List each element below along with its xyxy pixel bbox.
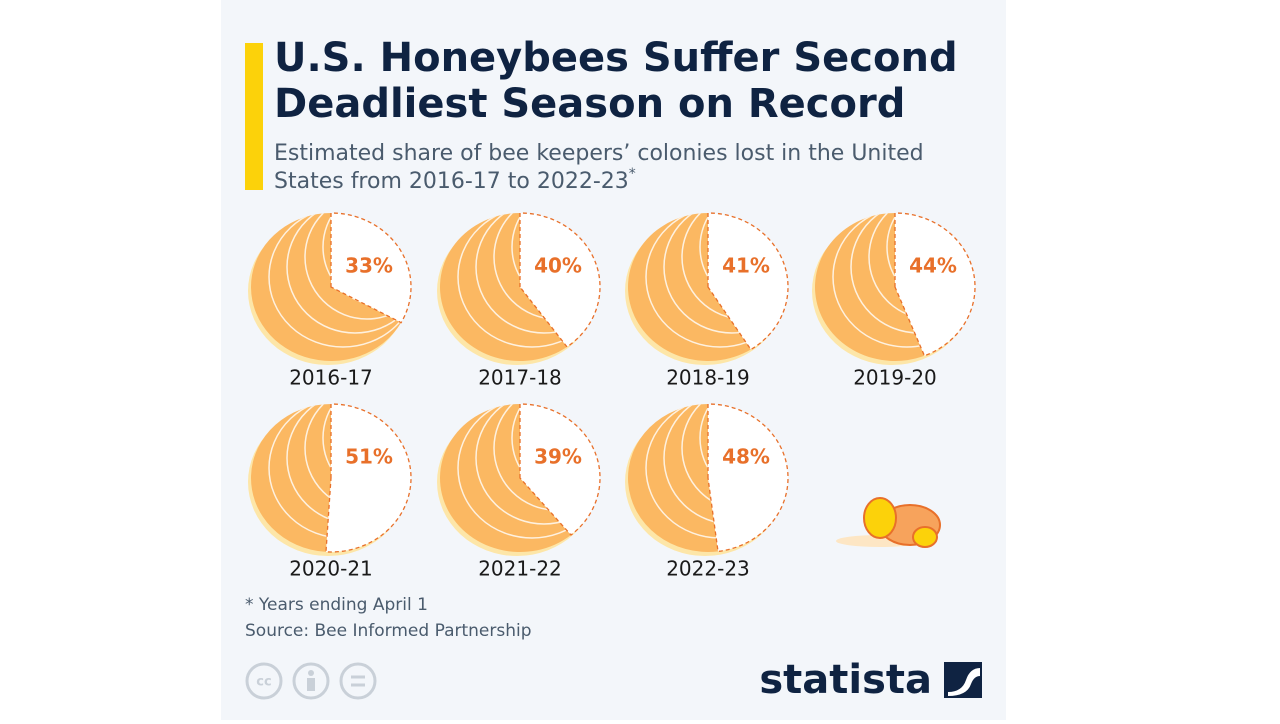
- category-label: 2019-20: [853, 366, 937, 390]
- pie: 33% 2016-17: [248, 212, 412, 390]
- category-label: 2017-18: [478, 366, 562, 390]
- stripe: [645, 404, 719, 539]
- category-label: 2022-23: [666, 557, 750, 581]
- pie: 48% 2022-23: [625, 403, 789, 581]
- value-label: 44%: [909, 254, 957, 278]
- stripe: [268, 213, 402, 348]
- cc-icon: [245, 662, 283, 700]
- loss-slice: [330, 212, 412, 324]
- by-icon: [292, 662, 330, 700]
- category-label: 2018-19: [666, 366, 750, 390]
- chart-title: U.S. Honeybees Suffer Second Deadliest S…: [274, 35, 972, 127]
- title-line: U.S. Honeybees Suffer Second: [274, 35, 958, 81]
- logo-wave: [948, 668, 980, 696]
- remaining-slice: [815, 213, 925, 361]
- stripe: [511, 213, 568, 306]
- nd-icon: [339, 662, 377, 700]
- pie: 39% 2021-22: [437, 403, 601, 581]
- footnote: * Years ending April 1: [245, 595, 428, 615]
- stripe: [268, 404, 331, 539]
- subtitle-line: States from 2016-17 to 2022-23: [274, 169, 629, 194]
- accent-bar: [245, 43, 263, 190]
- category-label: 2020-21: [289, 557, 373, 581]
- stripe: [699, 213, 751, 306]
- pie: 40% 2017-18: [437, 212, 601, 390]
- loss-slice: [519, 212, 601, 348]
- loss-slice: [707, 403, 789, 553]
- stripe: [475, 213, 568, 334]
- stripe: [681, 404, 719, 511]
- pie: 41% 2018-19: [625, 212, 789, 390]
- stripes: [268, 404, 331, 539]
- value-label: 33%: [345, 254, 393, 278]
- subtitle-line: Estimated share of bee keepers’ colonies…: [274, 141, 924, 166]
- remaining-slice: [440, 404, 571, 552]
- by-body: [307, 678, 315, 691]
- stripe: [286, 213, 402, 334]
- loss-slice: [519, 403, 601, 536]
- stripe: [886, 213, 925, 306]
- remaining-slice: [627, 404, 719, 553]
- loss-slice: [707, 212, 789, 351]
- remaining-slice: [440, 213, 568, 361]
- license-icons: cc: [245, 662, 377, 700]
- cc-glyph: cc: [256, 675, 271, 690]
- bee-illustration: [836, 497, 941, 548]
- bee-wing: [863, 497, 897, 539]
- loss-slice: [325, 403, 412, 553]
- pie: 44% 2019-20: [812, 212, 976, 390]
- stripe: [663, 404, 719, 525]
- value-label: 40%: [534, 254, 582, 278]
- brand: statista: [759, 657, 932, 703]
- brand-logo: [944, 662, 982, 698]
- stripe: [475, 404, 571, 525]
- value-label: 51%: [345, 445, 393, 469]
- bee-wing: [912, 526, 938, 548]
- stripe: [645, 213, 751, 348]
- title-line: Deadliest Season on Record: [274, 81, 905, 127]
- stripe: [832, 213, 925, 348]
- chart-subtitle: Estimated share of bee keepers’ colonies…: [274, 141, 931, 194]
- stripe: [699, 404, 719, 497]
- value-label: 39%: [534, 445, 582, 469]
- value-label: 48%: [722, 445, 770, 469]
- stripe: [457, 404, 571, 539]
- loss-slice: [894, 212, 976, 357]
- category-label: 2021-22: [478, 557, 562, 581]
- value-label: 41%: [722, 254, 770, 278]
- source: Source: Bee Informed Partnership: [245, 621, 532, 641]
- remaining-slice: [250, 404, 331, 552]
- stripe: [663, 213, 751, 334]
- pie: 51% 2020-21: [248, 403, 412, 581]
- subtitle-note: *: [629, 166, 636, 182]
- category-label: 2016-17: [289, 366, 373, 390]
- pie-grid: 33% 2016-17 40% 2017-18 41% 2018-19 44% 2019-20…: [248, 212, 976, 581]
- stripe: [304, 213, 402, 320]
- stripe: [286, 404, 331, 525]
- stripe: [457, 213, 568, 348]
- stripe: [322, 404, 331, 497]
- stripe: [304, 404, 331, 511]
- stripe: [868, 213, 925, 320]
- by-head: [308, 670, 314, 676]
